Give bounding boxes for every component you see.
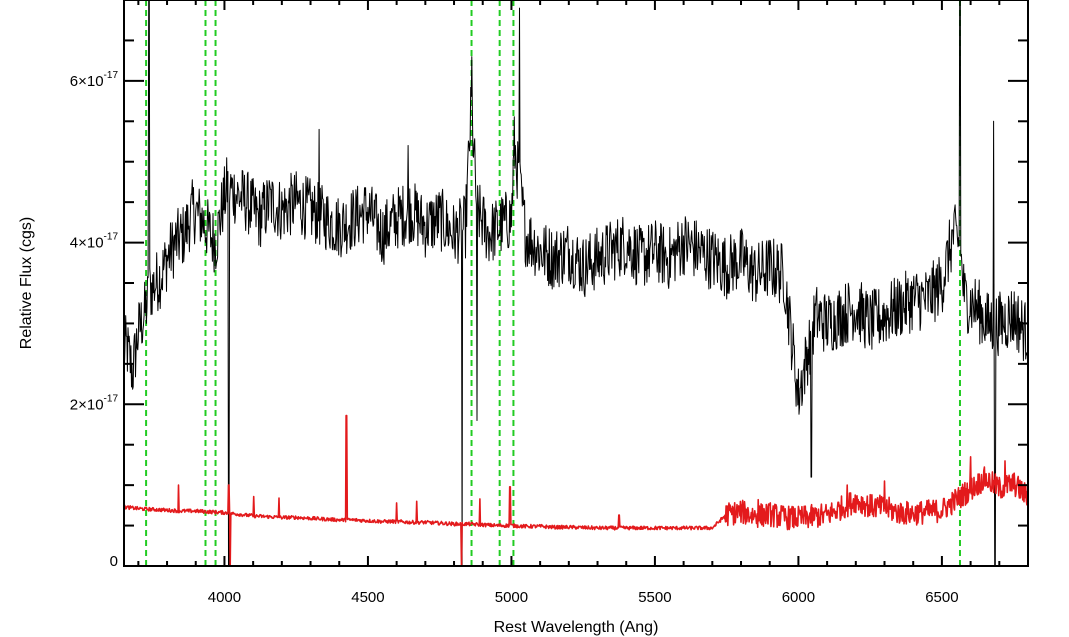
x-tick-label: 4000	[208, 589, 241, 606]
plot-axes	[123, 0, 1029, 567]
y-tick-label: 4×10-17	[70, 232, 119, 252]
series-line-0	[124, 0, 1028, 566]
x-tick-label: 5000	[495, 589, 528, 606]
series-line-1	[124, 414, 1028, 566]
x-tick-label: 6500	[925, 589, 958, 606]
y-tick-labels: 0 2×10-17 4×10-17 6×10-17	[70, 70, 119, 570]
x-tick-label: 6000	[782, 589, 815, 606]
spectrum-series	[124, 0, 1028, 566]
x-tick-label: 4500	[351, 589, 384, 606]
y-axis-label: Relative Flux (cgs)	[18, 217, 35, 349]
plot-frame	[123, 0, 1029, 567]
y-tick-label: 2×10-17	[70, 393, 119, 413]
y-tick-label: 0	[110, 553, 118, 570]
x-axis-label: Rest Wavelength (Ang)	[494, 619, 659, 636]
y-tick-label: 6×10-17	[70, 70, 119, 90]
x-tick-labels: 4000 4500 5000 5500 6000 6500	[208, 589, 959, 606]
x-tick-label: 5500	[638, 589, 671, 606]
reference-lines	[145, 0, 961, 566]
